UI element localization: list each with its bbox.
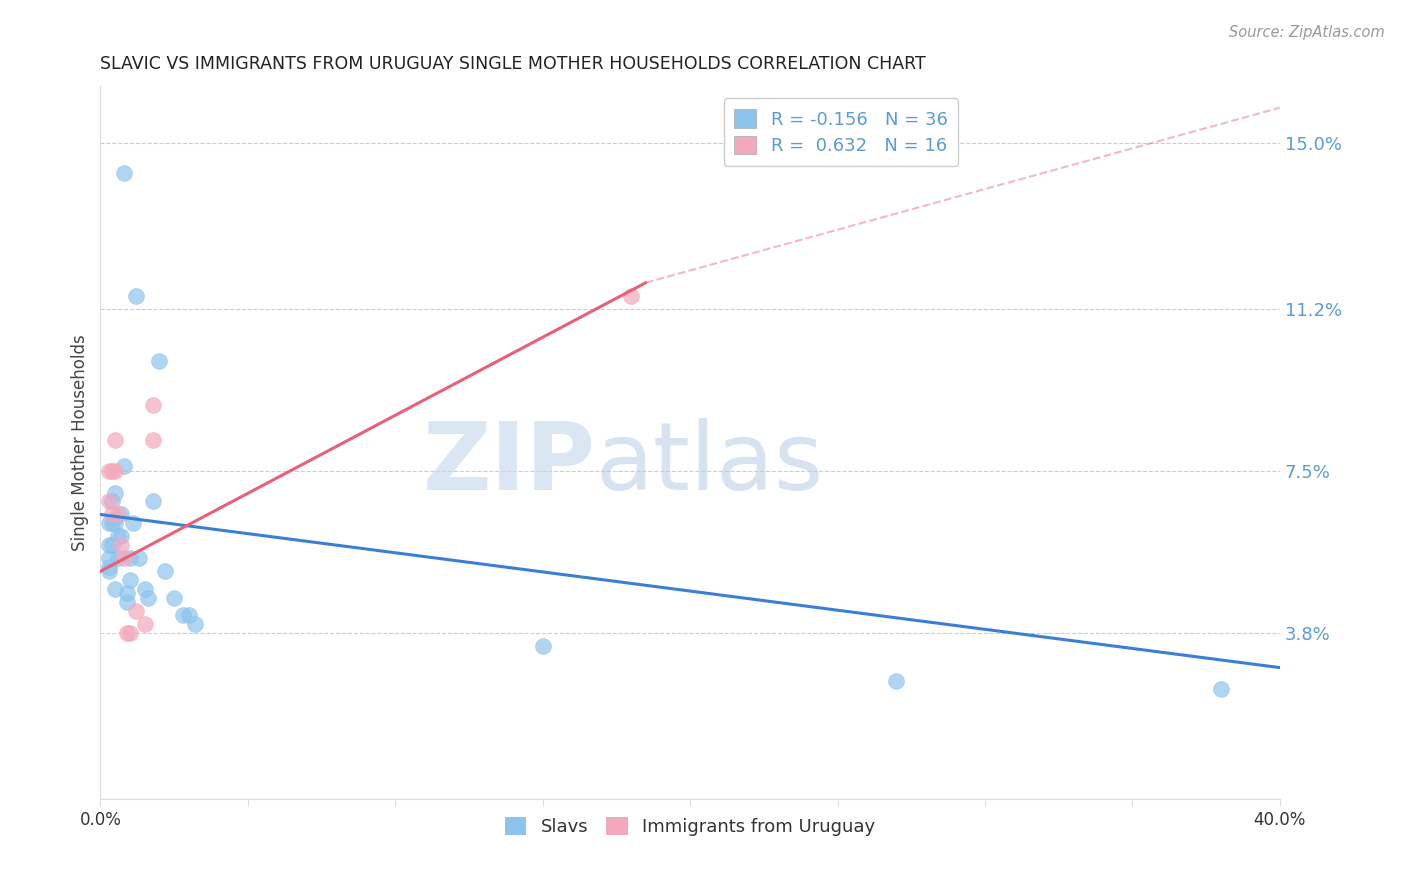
Point bbox=[118, 625, 141, 640]
Point bbox=[118, 573, 141, 587]
Point bbox=[98, 560, 121, 574]
Point bbox=[110, 538, 132, 552]
Point bbox=[142, 494, 165, 508]
Legend: Slavs, Immigrants from Uruguay: Slavs, Immigrants from Uruguay bbox=[498, 810, 883, 843]
Point bbox=[134, 582, 156, 596]
Text: SLAVIC VS IMMIGRANTS FROM URUGUAY SINGLE MOTHER HOUSEHOLDS CORRELATION CHART: SLAVIC VS IMMIGRANTS FROM URUGUAY SINGLE… bbox=[100, 55, 927, 73]
Point bbox=[98, 565, 121, 579]
Point bbox=[115, 595, 138, 609]
Point bbox=[104, 485, 127, 500]
Point bbox=[104, 433, 127, 447]
Point bbox=[98, 538, 121, 552]
Point bbox=[183, 616, 205, 631]
Point bbox=[110, 508, 132, 522]
Point bbox=[1209, 682, 1232, 697]
Y-axis label: Single Mother Households: Single Mother Households bbox=[72, 334, 89, 550]
Point bbox=[101, 516, 124, 531]
Point bbox=[98, 551, 121, 566]
Point bbox=[125, 604, 148, 618]
Point bbox=[104, 464, 127, 478]
Point bbox=[886, 673, 908, 688]
Point bbox=[104, 516, 127, 531]
Point bbox=[101, 538, 124, 552]
Point bbox=[142, 398, 165, 412]
Point bbox=[148, 354, 170, 368]
Point bbox=[163, 591, 186, 605]
Point bbox=[172, 608, 194, 623]
Point bbox=[98, 516, 121, 531]
Point bbox=[98, 464, 121, 478]
Point bbox=[110, 529, 132, 543]
Point bbox=[104, 582, 127, 596]
Point bbox=[118, 551, 141, 566]
Point bbox=[531, 639, 554, 653]
Point bbox=[136, 591, 159, 605]
Point bbox=[98, 494, 121, 508]
Point bbox=[107, 529, 129, 543]
Point bbox=[101, 464, 124, 478]
Point bbox=[101, 494, 124, 508]
Point bbox=[155, 565, 177, 579]
Point bbox=[121, 516, 143, 531]
Point bbox=[107, 551, 129, 566]
Point bbox=[112, 166, 135, 180]
Point bbox=[115, 586, 138, 600]
Point bbox=[112, 459, 135, 474]
Point bbox=[620, 289, 643, 303]
Text: atlas: atlas bbox=[596, 417, 824, 509]
Point bbox=[115, 625, 138, 640]
Point bbox=[107, 508, 129, 522]
Point bbox=[125, 289, 148, 303]
Point bbox=[101, 508, 124, 522]
Text: Source: ZipAtlas.com: Source: ZipAtlas.com bbox=[1229, 25, 1385, 40]
Point bbox=[134, 616, 156, 631]
Text: ZIP: ZIP bbox=[423, 417, 596, 509]
Point bbox=[177, 608, 200, 623]
Point bbox=[112, 551, 135, 566]
Point bbox=[128, 551, 150, 566]
Point bbox=[142, 433, 165, 447]
